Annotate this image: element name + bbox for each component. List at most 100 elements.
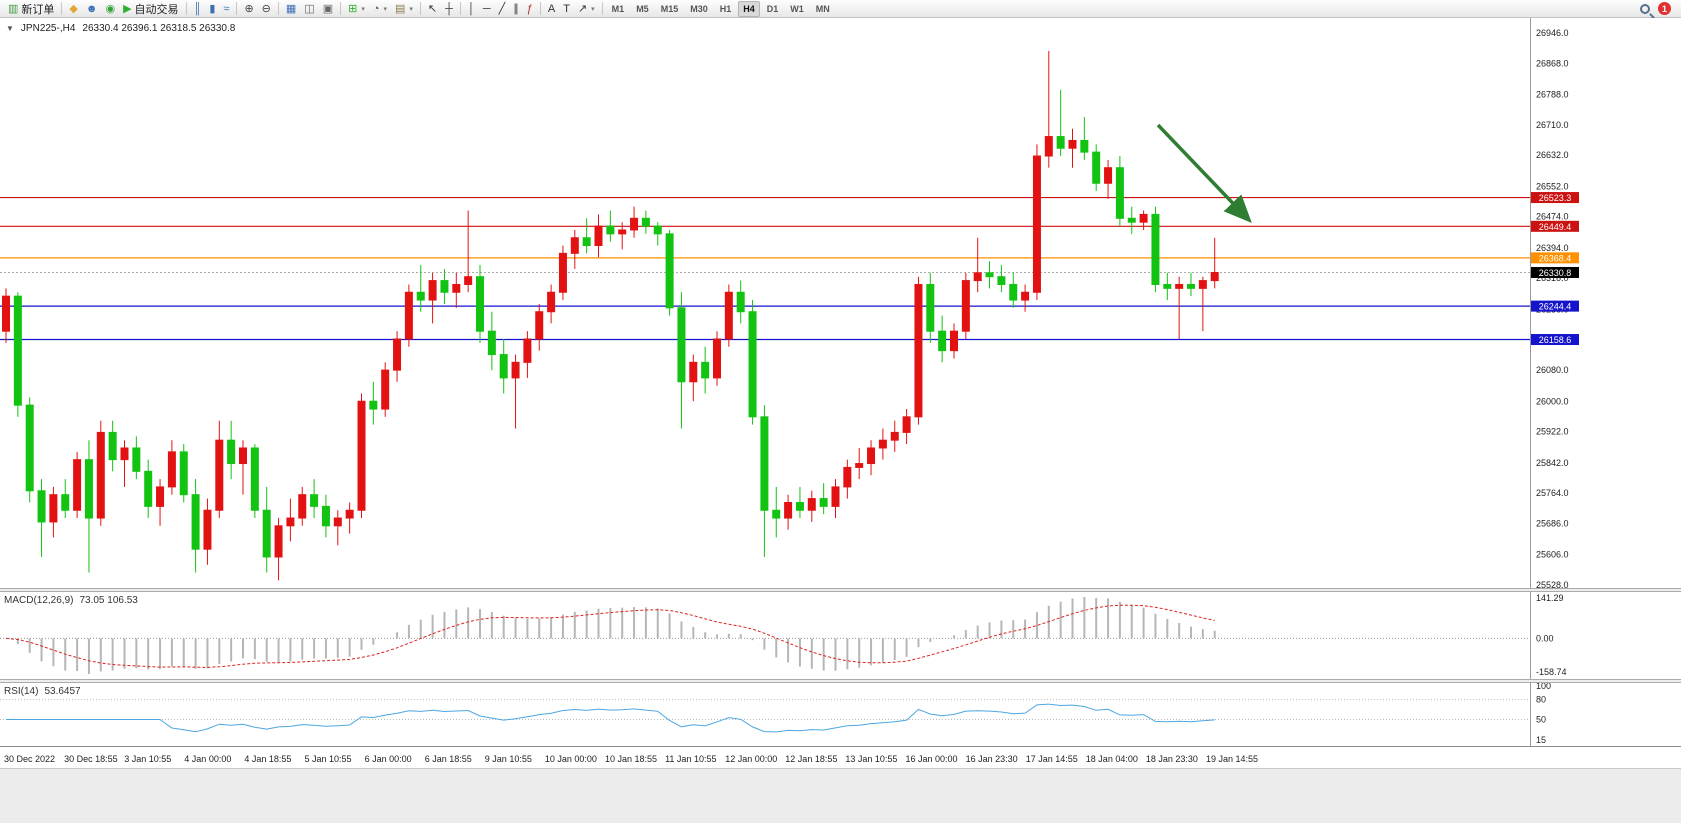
price-axis-label: 26552.0 [1536, 181, 1569, 191]
zoom-in-icon: ⊕ [244, 2, 254, 15]
chevron-down-icon: ▾ [383, 5, 387, 13]
timeframe-D1[interactable]: D1 [766, 3, 779, 14]
profile-button[interactable]: ☻ [82, 1, 102, 17]
template-icon: ▤ [395, 2, 406, 15]
fibonacci-button[interactable]: ƒ [523, 1, 537, 17]
candle-body [878, 439, 887, 449]
pane-splitter[interactable] [0, 588, 1681, 592]
candle-body [701, 361, 710, 379]
candle-body [1044, 136, 1053, 157]
horizontal-line-icon: ─ [482, 2, 491, 15]
one-click-trading-collapse-icon[interactable]: ▼ [6, 24, 14, 33]
candle-body [381, 369, 390, 410]
search-icon[interactable] [1640, 3, 1650, 14]
price-badge-value: 26449.4 [1539, 222, 1572, 232]
rsi-canvas[interactable]: 100 80 50 15 [0, 683, 1681, 746]
time-axis-label: 17 Jan 14:55 [1025, 754, 1078, 764]
candle-body [819, 498, 828, 507]
tile-windows-button[interactable]: ◫ [300, 1, 318, 17]
price-chart-canvas[interactable]: 26946.0 26868.0 26788.0 26710.0 26632.0 26552… [0, 18, 1681, 588]
candle-body [748, 311, 757, 418]
time-axis-label: 6 Jan 18:55 [424, 754, 472, 764]
timeframe-M15[interactable]: M15 [660, 3, 679, 14]
price-badge-value: 26523.3 [1539, 193, 1572, 203]
bar-chart-button[interactable]: ║ [190, 1, 206, 17]
auto-trading-button-label: 自动交易 [134, 3, 179, 16]
candle-body [926, 283, 935, 332]
crosshair-button[interactable]: ┼ [441, 1, 457, 17]
time-axis-label: 30 Dec 2022 [4, 754, 56, 764]
candle-body [961, 280, 970, 332]
cursor-button[interactable]: ↖ [424, 1, 441, 17]
toolbar: ▥ 新订单 ◆ ☻ ◉ ▶ 自动交易 ║ ▮ ≈ ⊕ ⊖ ▦ ◫ ▣ ⊞ ▾ ◔ ▾ ▤ ▾ ↖ ┼ │ ─ ╱ ∥ ƒ A T ↗ ▾ M1… [0, 0, 1681, 18]
timeframe-M5[interactable]: M5 [636, 3, 649, 14]
time-axis-label: 12 Jan 18:55 [785, 754, 838, 764]
trendline-button[interactable]: ╱ [495, 1, 510, 17]
auto-trading-button[interactable]: ▶ 自动交易 [119, 1, 182, 17]
timeframe-M1[interactable]: M1 [611, 3, 625, 14]
candle-body [345, 509, 354, 519]
text-button[interactable]: A [544, 1, 559, 17]
candle-body [428, 280, 437, 301]
community-button[interactable]: ◉ [101, 1, 119, 17]
text-label-button[interactable]: T [559, 1, 574, 17]
candle-body [618, 229, 627, 235]
pane-splitter[interactable] [0, 679, 1681, 683]
price-axis[interactable]: 26946.0 26868.0 26788.0 26710.0 26632.0 26552… [1536, 28, 1569, 588]
candle-body [96, 431, 105, 519]
toolbar-separator [419, 2, 421, 15]
timeframe-M30[interactable]: M30 [690, 3, 708, 14]
price-badge-value: 26158.6 [1539, 335, 1572, 345]
price-axis-label: 26710.0 [1536, 120, 1569, 130]
notification-badge[interactable]: 1 [1658, 2, 1671, 15]
candle-body [1068, 139, 1077, 149]
candles-layer[interactable] [2, 50, 1219, 581]
vertical-line-button[interactable]: │ [464, 1, 479, 17]
candle-body [73, 459, 82, 511]
charts-panel-button[interactable]: ◆ [65, 1, 81, 17]
candle-body [2, 295, 10, 332]
horizontal-line-button[interactable]: ─ [479, 1, 495, 17]
time-axis-label: 3 Jan 10:55 [124, 754, 172, 764]
new-order-button[interactable]: ▥ 新订单 [4, 1, 58, 17]
indicators-button[interactable]: ⊞ ▾ [344, 1, 369, 17]
bar-chart-icon: ║ [193, 2, 202, 15]
timeframe-H4[interactable]: H4 [738, 0, 760, 17]
new-chart-button[interactable]: ▦ [282, 1, 300, 17]
line-chart-button[interactable]: ≈ [219, 1, 233, 17]
timeframe-MN[interactable]: MN [815, 3, 830, 14]
trend-arrow-annotation[interactable] [1156, 123, 1252, 224]
candle-body [713, 338, 721, 379]
price-badge [1531, 252, 1579, 264]
timeframe-H1[interactable]: H1 [719, 3, 732, 14]
candle-body [404, 291, 413, 340]
time-axis[interactable]: 30 Dec 2022 30 Dec 18:55 3 Jan 10:55 4 Jan … [0, 746, 1681, 768]
price-axis-label: 26394.0 [1536, 243, 1569, 253]
macd-indicator-label: MACD(12,26,9) [4, 595, 74, 606]
candlestick-button[interactable]: ▮ [205, 1, 219, 17]
price-axis-label: 25922.0 [1536, 427, 1569, 437]
periods-button[interactable]: ◔ ▾ [369, 1, 391, 17]
macd-canvas[interactable]: 141.29 0.00 -158.74 [0, 592, 1681, 679]
channel-button[interactable]: ∥ [509, 1, 523, 17]
toolbar-separator [236, 2, 238, 15]
arrow-objects-button[interactable]: ↗ ▾ [574, 1, 599, 17]
price-axis-label: 25606.0 [1536, 550, 1569, 560]
price-badge-value: 26244.4 [1539, 302, 1572, 312]
templates-button[interactable]: ▤ ▾ [391, 1, 417, 17]
channel-icon: ∥ [513, 2, 519, 15]
rsi-axis-label: 100 [1536, 683, 1551, 691]
rsi-pane: RSI(14) 53.6457 100 80 50 15 [0, 683, 1681, 746]
zoom-out-button[interactable]: ⊖ [258, 1, 275, 17]
timeframe-W1[interactable]: W1 [790, 3, 804, 14]
chart-window: ▼ JPN225-,H4 26330.4 26396.1 26318.5 263… [0, 18, 1681, 823]
price-badge [1531, 266, 1579, 278]
candle-body [108, 431, 117, 461]
candle-body [523, 338, 532, 363]
zoom-in-button[interactable]: ⊕ [240, 1, 257, 17]
toolbar-separator [340, 2, 342, 15]
candle-body [724, 291, 733, 340]
candle-body [997, 276, 1006, 285]
arrange-windows-button[interactable]: ▣ [319, 1, 337, 17]
price-axis-label: 26788.0 [1536, 90, 1569, 100]
